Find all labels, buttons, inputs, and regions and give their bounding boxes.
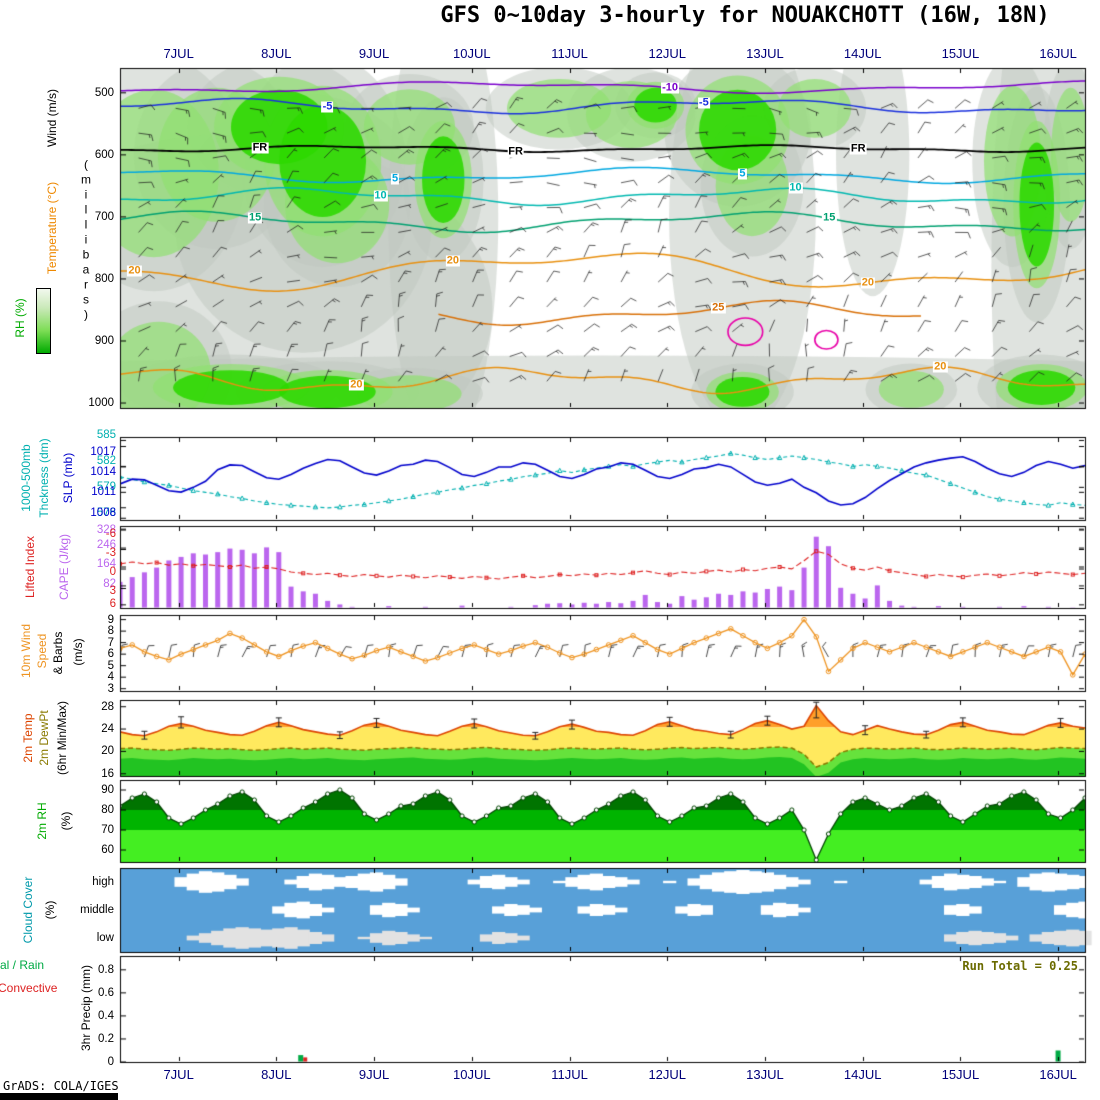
rh-colorbar-legend xyxy=(36,288,51,354)
wind-axis-label: Wind (m/s) xyxy=(45,89,59,147)
page-title: GFS 0~10day 3-hourly for NOUAKCHOTT (16W… xyxy=(440,3,1050,28)
thickness-axis-label-1: 1000-500mb xyxy=(19,444,33,512)
lifted-index-axis-label: Lifted Index xyxy=(23,535,37,599)
temperature-axis-label: Temperature (°C) xyxy=(45,181,59,275)
convective-legend: Convective xyxy=(0,981,58,995)
t2m-axis-label: 2m Temp xyxy=(21,713,35,763)
slp-axis-label: SLP (mb) xyxy=(61,452,75,504)
cloud-pct-label: (%) xyxy=(43,900,57,920)
rh2m-axis-label: 2m RH xyxy=(35,802,49,840)
cloud-cover-axis-label: Cloud Cover xyxy=(21,876,35,944)
cape-axis-label: CAPE (J/kg) xyxy=(57,533,71,601)
ms-axis-label: (m/s) xyxy=(71,638,85,666)
minmax-axis-label: (6hr Min/Max) xyxy=(55,700,69,776)
wind10m-axis-label-1: 10m Wind xyxy=(19,623,33,679)
rh2m-pct-label: (%) xyxy=(59,811,73,831)
grads-bar xyxy=(0,1093,118,1100)
grads-credit: GrADS: COLA/IGES xyxy=(3,1079,119,1093)
millibars-axis-label: (millibars) xyxy=(79,157,93,323)
rh-axis-label: RH (%) xyxy=(13,298,27,338)
total-rain-legend: Total / Rain xyxy=(0,958,45,972)
dewpt-axis-label: 2m DewPt xyxy=(37,710,51,766)
barbs-axis-label: & Barbs xyxy=(51,631,65,675)
run-total-label: Run Total = 0.25 xyxy=(962,959,1078,973)
precip-axis-label: 3hr Precip (mm) xyxy=(79,964,93,1052)
thickness-axis-label-2: Thckness (dm) xyxy=(37,438,51,518)
wind10m-axis-label-2: Speed xyxy=(35,633,49,669)
